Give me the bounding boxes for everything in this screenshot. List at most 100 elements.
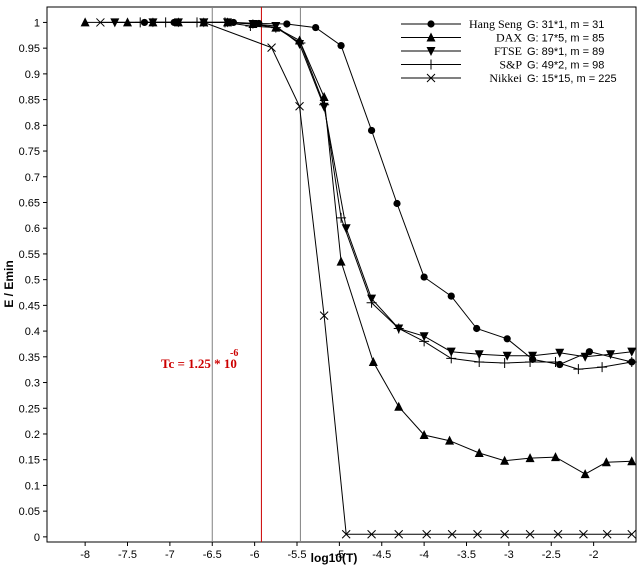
data-point-nikkei <box>96 18 105 27</box>
data-point-s-p <box>419 336 430 347</box>
data-point-hang-seng <box>367 126 376 135</box>
y-tick-label: 0.6 <box>25 223 40 235</box>
legend-entry-nikkei: Nikkei G: 15*15, m = 225 <box>401 71 617 85</box>
data-point-hang-seng <box>503 335 511 343</box>
legend-info-ftse: G: 89*1, m = 89 <box>527 46 604 58</box>
y-tick-label: 0.75 <box>19 146 40 158</box>
y-tick-label: 0.05 <box>19 506 40 518</box>
x-tick-label: -2.5 <box>542 549 561 561</box>
series-nikkei <box>96 18 637 539</box>
legend-info-s-p: G: 49*2, m = 98 <box>527 60 604 72</box>
legend-info-nikkei: G: 15*15, m = 225 <box>527 73 617 85</box>
legend-entry-s-p: S&P G: 49*2, m = 98 <box>401 58 604 72</box>
data-point-nikkei <box>199 18 209 27</box>
data-point-s-p <box>446 353 457 364</box>
data-point-dax <box>525 453 535 463</box>
legend: Hang Seng G: 31*1, m = 31 DAX G: 17*5, m = … <box>401 17 617 85</box>
data-point-s-p <box>270 22 281 33</box>
data-point-ftse <box>446 347 456 357</box>
legend-marker-hang-seng <box>427 20 435 28</box>
y-tick-label: 0.5 <box>25 275 40 287</box>
legend-entry-ftse: FTSE G: 89*1, m = 89 <box>401 44 604 58</box>
plot-frame <box>46 6 637 543</box>
data-point-nikkei <box>553 529 563 539</box>
data-point-dax <box>368 356 378 366</box>
legend-marker-ftse <box>426 47 436 56</box>
data-point-dax <box>550 452 560 462</box>
data-point-s-p <box>366 297 377 308</box>
x-tick-label: -4 <box>419 549 429 561</box>
data-point-hang-seng <box>337 41 345 50</box>
data-point-s-p <box>499 357 510 368</box>
tc-annotation: Tc = 1.25 * 10 -6 <box>161 348 238 371</box>
x-tick-label: -5 <box>334 549 344 561</box>
data-point-s-p <box>573 364 584 375</box>
y-tick-label: 0 <box>34 532 40 544</box>
x-tick-label: -7 <box>165 549 175 561</box>
data-point-nikkei <box>319 311 329 321</box>
tc-annotation-text: Tc = 1.25 * 10 <box>161 356 237 371</box>
data-point-dax <box>336 256 346 266</box>
data-point-s-p <box>474 356 485 367</box>
y-tick-label: 0.4 <box>25 326 40 338</box>
legend-info-hang-seng: G: 31*1, m = 31 <box>527 19 604 31</box>
legend-name-ftse: FTSE <box>494 44 522 58</box>
y-tick-label: 0.3 <box>25 378 40 390</box>
data-point-nikkei <box>447 529 457 539</box>
data-point-ftse <box>110 18 120 28</box>
data-point-ftse <box>555 348 565 358</box>
data-point-ftse <box>295 40 305 50</box>
data-point-ftse <box>502 351 512 361</box>
x-tick-label: -6 <box>250 549 260 561</box>
legend-entry-dax: DAX G: 17*5, m = 85 <box>401 31 604 45</box>
data-point-s-p <box>525 356 536 367</box>
x-tick-label: -3 <box>504 549 514 561</box>
data-point-nikkei <box>602 529 612 539</box>
x-tick-label: -2 <box>589 549 599 561</box>
legend-marker-dax <box>426 32 436 42</box>
data-point-hang-seng <box>393 199 401 208</box>
y-tick-label: 0.25 <box>19 403 40 415</box>
data-point-nikkei <box>422 529 432 539</box>
legend-name-s-p: S&P <box>499 58 522 72</box>
data-point-s-p <box>295 38 306 49</box>
x-axis-title: log10(T) <box>311 551 358 565</box>
data-point-hang-seng <box>312 23 320 32</box>
data-point-s-p <box>336 212 347 223</box>
x-tick-label: -8 <box>80 549 90 561</box>
y-tick-label: 0.7 <box>25 172 40 184</box>
data-point-nikkei <box>295 101 304 111</box>
y-tick-label: 0.95 <box>19 43 40 55</box>
data-point-hang-seng <box>447 292 455 300</box>
data-point-ftse <box>580 352 590 362</box>
data-point-hang-seng <box>283 20 291 28</box>
y-tick-label: 0.2 <box>25 429 40 441</box>
data-point-nikkei <box>473 529 482 539</box>
data-point-s-p <box>245 21 256 32</box>
legend-name-dax: DAX <box>496 31 522 45</box>
legend-entry-hang-seng: Hang Seng G: 31*1, m = 31 <box>401 17 604 31</box>
data-point-ftse <box>528 351 538 361</box>
plot-area: 0 0.05 0.1 0.15 0.2 0.25 0.3 0.35 0.4 0.45 0.5 0.55… <box>19 6 637 561</box>
data-point-ftse <box>606 350 616 360</box>
data-point-ftse <box>474 350 484 360</box>
data-point-s-p <box>597 362 608 373</box>
data-point-dax <box>580 469 590 479</box>
legend-marker-s-p <box>426 59 436 70</box>
legend-name-nikkei: Nikkei <box>489 71 522 85</box>
data-point-dax <box>627 456 637 466</box>
data-point-nikkei <box>394 529 404 539</box>
data-point-dax <box>601 457 611 467</box>
data-point-nikkei <box>579 529 588 539</box>
data-point-hang-seng <box>473 324 481 333</box>
data-point-dax <box>419 430 429 439</box>
data-point-s-p <box>219 17 230 28</box>
x-tick-label: -6.5 <box>203 549 222 561</box>
y-tick-label: 0.35 <box>19 352 40 364</box>
data-point-dax <box>394 401 404 411</box>
data-point-ftse <box>627 347 637 357</box>
y-tick-label: 0.55 <box>19 249 40 261</box>
x-tick-label: -7.5 <box>118 549 137 561</box>
y-tick-label: 0.15 <box>19 455 40 467</box>
